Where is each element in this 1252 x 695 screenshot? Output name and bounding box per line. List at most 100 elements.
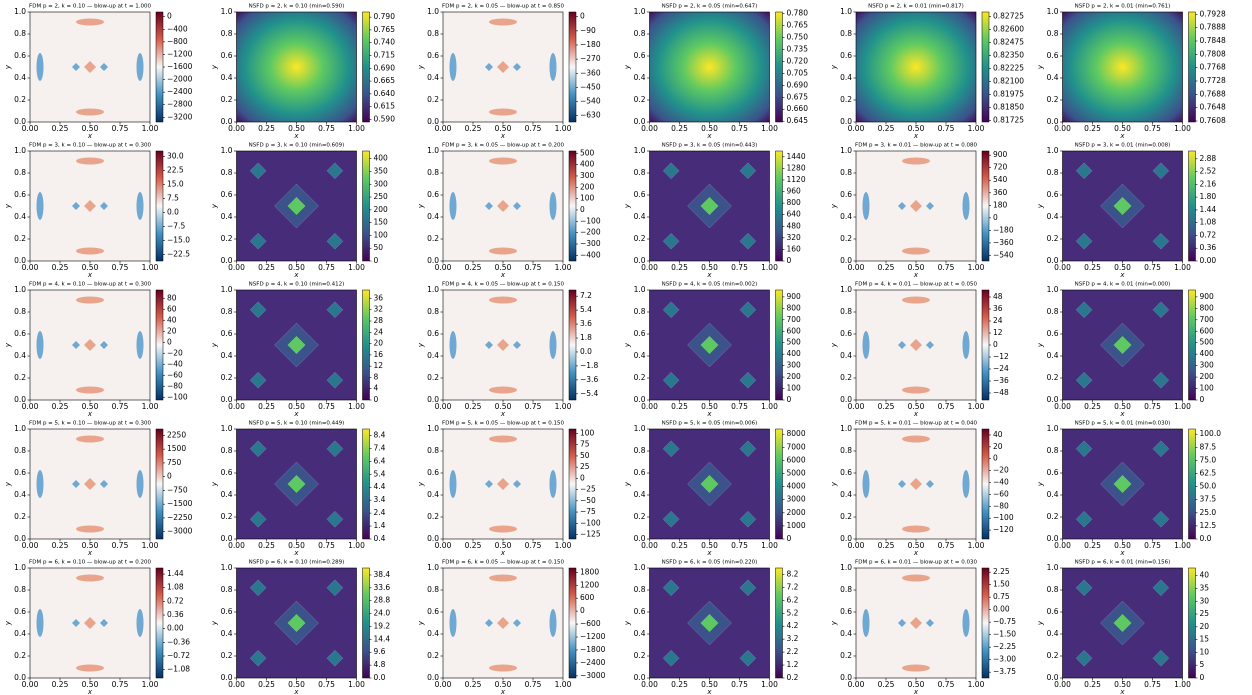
- x-tick-label: 1.00: [761, 541, 778, 550]
- x-tick-label: 0.75: [938, 680, 955, 689]
- colorbar-tick-label: −0.72: [167, 651, 190, 660]
- colorbar-tick-label: 2.4: [374, 508, 386, 517]
- y-tick-label: 0.8: [1047, 29, 1059, 38]
- x-tick-label: 1.00: [1174, 680, 1191, 689]
- colorbar-tick-label: −630: [580, 111, 601, 120]
- y-tick-label: 0.2: [427, 651, 439, 660]
- panel: FDM p = 2, k = 0.05 — blow-up at t = 0.8…: [417, 4, 601, 141]
- panel: NSFD p = 3, k = 0.01 (min=0.008)0.000.25…: [1037, 143, 1217, 280]
- colorbar-tick-label: 24: [993, 316, 1003, 325]
- y-tick-label: 0.8: [840, 446, 852, 455]
- y-tick-label: 0.8: [634, 29, 646, 38]
- colorbar-tick-label: 0.7768: [1200, 63, 1226, 72]
- field-shape: [550, 192, 557, 220]
- colorbar-tick-label: 28.8: [374, 596, 391, 605]
- y-tick-label: 0.4: [1047, 73, 1059, 82]
- field-shape: [489, 665, 517, 672]
- y-tick-label: 0.4: [840, 629, 852, 638]
- colorbar-tick-label: 4.2: [787, 621, 799, 630]
- colorbar-tick-label: 0.0: [374, 673, 386, 682]
- panel: FDM p = 6, k = 0.01 — blow-up at t = 0.0…: [830, 560, 1016, 695]
- x-tick-label: 0.25: [465, 263, 482, 272]
- y-tick-label: 0.2: [221, 512, 233, 521]
- colorbar-tick-label: −1600: [167, 62, 193, 71]
- colorbar-tick-label: −3000: [167, 527, 193, 536]
- y-tick-label: 1.0: [840, 424, 852, 433]
- colorbar-tick-label: 0.665: [374, 76, 396, 85]
- x-tick-label: 1.00: [142, 680, 159, 689]
- field: [237, 12, 357, 122]
- y-tick-label: 0.4: [840, 73, 852, 82]
- colorbar-tick-label: 0.82350: [993, 51, 1024, 60]
- y-tick-label: 0.0: [840, 534, 852, 543]
- colorbar-tick-label: 1.2: [787, 660, 799, 669]
- colorbar: [363, 151, 370, 261]
- panel: NSFD p = 6, k = 0.10 (min=0.289)0.000.25…: [211, 560, 391, 695]
- y-tick-label: 1.0: [1047, 563, 1059, 572]
- y-tick-label: 0.2: [427, 95, 439, 104]
- field-shape: [76, 575, 104, 582]
- colorbar-tick-label: −90: [580, 26, 596, 35]
- colorbar-tick-label: 750: [167, 458, 182, 467]
- colorbar-tick-label: 24.0: [374, 609, 391, 618]
- x-axis-label: x: [293, 271, 299, 279]
- colorbar-tick-label: −20: [993, 466, 1009, 475]
- y-axis-label: y: [4, 342, 12, 348]
- x-tick-label: 0.75: [112, 402, 129, 411]
- colorbar-tick-label: 40: [993, 430, 1003, 439]
- colorbar-tick-label: 0.640: [374, 89, 396, 98]
- colorbar-tick-label: 0.660: [787, 104, 809, 113]
- colorbar-tick-label: 0.690: [374, 63, 396, 72]
- y-tick-label: 0.4: [427, 629, 439, 638]
- field-shape: [137, 192, 144, 220]
- y-tick-label: 0.4: [427, 73, 439, 82]
- y-tick-label: 0.2: [427, 512, 439, 521]
- colorbar-tick-label: −100: [580, 518, 601, 527]
- y-tick-label: 0.4: [14, 73, 26, 82]
- colorbar-tick-label: 0: [1200, 673, 1205, 682]
- y-tick-label: 0.2: [427, 234, 439, 243]
- colorbar-tick-label: 0: [167, 472, 172, 481]
- colorbar-tick-label: −2800: [167, 100, 193, 109]
- x-tick-label: 0.25: [52, 541, 69, 550]
- colorbar-tick-label: 2.16: [1200, 179, 1217, 188]
- x-tick-label: 1.00: [348, 263, 365, 272]
- y-axis-label: y: [417, 203, 425, 209]
- colorbar-tick-label: −1200: [167, 49, 193, 58]
- panel-title: FDM p = 5, k = 0.05 — blow-up at t = 0.1…: [442, 421, 564, 427]
- colorbar: [1189, 568, 1196, 678]
- x-axis-label: x: [87, 271, 93, 279]
- field-shape: [902, 526, 930, 533]
- colorbar-tick-label: 50: [580, 451, 590, 460]
- colorbar-tick-label: 0.645: [787, 116, 809, 125]
- y-tick-label: 1.0: [221, 424, 233, 433]
- field-shape: [489, 297, 517, 304]
- x-tick-label: 0.25: [878, 402, 895, 411]
- colorbar-tick-label: 0.0: [1200, 534, 1212, 543]
- field-shape: [76, 297, 104, 304]
- colorbar-tick-label: 350: [374, 166, 389, 175]
- colorbar-tick-label: 25.0: [1200, 508, 1217, 517]
- field-shape: [863, 192, 870, 220]
- colorbar-tick-label: 4: [374, 384, 379, 393]
- colorbar-tick-label: 360: [993, 188, 1008, 197]
- y-axis-label: y: [211, 64, 219, 70]
- x-axis-label: x: [500, 410, 506, 418]
- x-tick-label: 0.25: [1084, 680, 1101, 689]
- colorbar-tick-label: −12: [993, 352, 1009, 361]
- colorbar-tick-label: 200: [374, 205, 389, 214]
- x-tick-label: 0.75: [112, 541, 129, 550]
- x-tick-label: 0.75: [112, 263, 129, 272]
- panel: FDM p = 6, k = 0.05 — blow-up at t = 0.1…: [417, 560, 606, 695]
- colorbar: [156, 568, 163, 678]
- colorbar-tick-label: 33.6: [374, 583, 391, 592]
- colorbar-tick-label: 1200: [580, 580, 599, 589]
- x-tick-label: 0.75: [938, 541, 955, 550]
- y-tick-label: 0.8: [14, 307, 26, 316]
- field-shape: [550, 331, 557, 359]
- y-tick-label: 0.6: [1047, 468, 1059, 477]
- colorbar-tick-label: 1.50: [993, 580, 1010, 589]
- colorbar-tick-label: −2400: [580, 658, 606, 667]
- y-tick-label: 0.8: [634, 585, 646, 594]
- y-tick-label: 0.0: [634, 256, 646, 265]
